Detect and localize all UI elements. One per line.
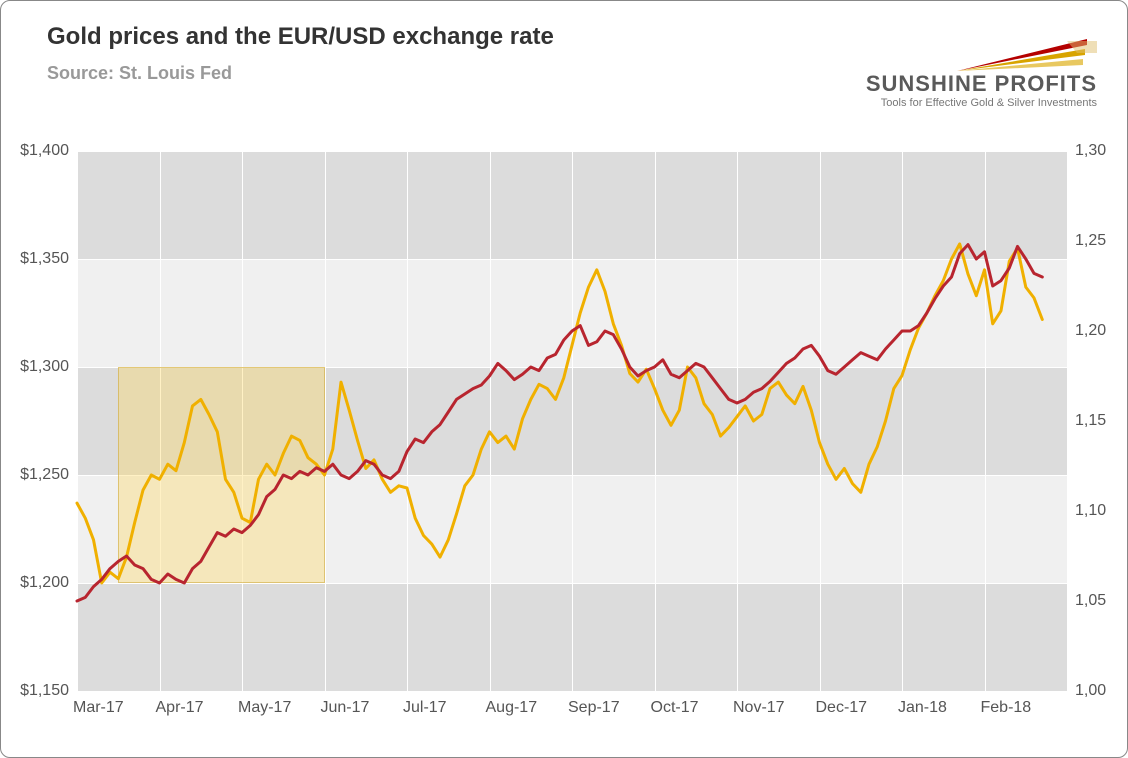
logo-main-text: SUNSHINE PROFITS [866, 71, 1097, 97]
x-label: Oct-17 [651, 691, 699, 717]
y-left-label: $1,400 [20, 142, 77, 160]
y-left-label: $1,200 [20, 574, 77, 592]
y-right-label: 1,30 [1067, 142, 1106, 160]
logo: SUNSHINE PROFITS Tools for Effective Gol… [817, 31, 1097, 121]
plot-area: $1,150$1,200$1,250$1,300$1,350$1,4001,00… [77, 151, 1067, 691]
y-right-label: 1,00 [1067, 682, 1106, 700]
y-right-label: 1,20 [1067, 322, 1106, 340]
chart-subtitle: Source: St. Louis Fed [47, 63, 232, 84]
chart-container: Gold prices and the EUR/USD exchange rat… [0, 0, 1128, 758]
y-right-label: 1,10 [1067, 502, 1106, 520]
x-label: Jul-17 [403, 691, 447, 717]
y-right-label: 1,25 [1067, 232, 1106, 250]
x-label: Mar-17 [73, 691, 124, 717]
series-eurusd [77, 245, 1042, 601]
y-left-label: $1,150 [20, 682, 77, 700]
x-label: Apr-17 [156, 691, 204, 717]
x-label: May-17 [238, 691, 291, 717]
x-label: Sep-17 [568, 691, 620, 717]
series-gold [77, 244, 1042, 583]
x-label: Aug-17 [486, 691, 538, 717]
x-label: Nov-17 [733, 691, 785, 717]
x-label: Dec-17 [816, 691, 868, 717]
x-label: Feb-18 [981, 691, 1032, 717]
y-left-label: $1,250 [20, 466, 77, 484]
y-left-label: $1,300 [20, 358, 77, 376]
x-label: Jan-18 [898, 691, 947, 717]
y-right-label: 1,15 [1067, 412, 1106, 430]
y-right-label: 1,05 [1067, 592, 1106, 610]
chart-title: Gold prices and the EUR/USD exchange rat… [47, 23, 554, 51]
logo-sub-text: Tools for Effective Gold & Silver Invest… [881, 97, 1097, 109]
y-left-label: $1,350 [20, 250, 77, 268]
chart-lines [77, 151, 1067, 691]
x-label: Jun-17 [321, 691, 370, 717]
